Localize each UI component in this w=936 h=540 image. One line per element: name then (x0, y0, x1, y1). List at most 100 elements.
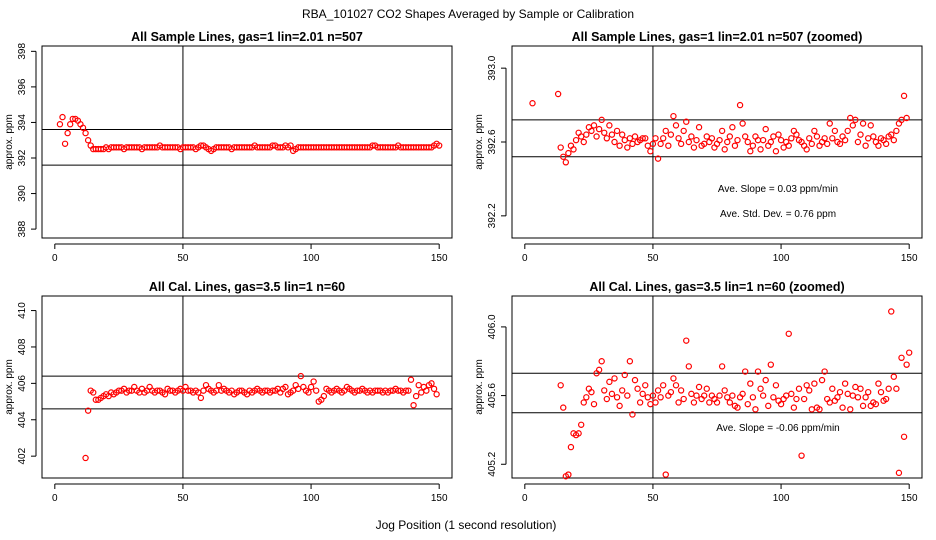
panel-2-y-tick-label: 410 (17, 302, 28, 319)
data-point (282, 383, 289, 391)
x-axis-label: Jog Position (1 second resolution) (376, 518, 557, 532)
panel-1-points (529, 90, 910, 166)
data-point (800, 395, 808, 403)
data-point (859, 402, 867, 410)
data-point (744, 400, 751, 408)
data-point (577, 421, 585, 428)
data-point (618, 131, 626, 138)
data-point (747, 148, 754, 155)
data-point (839, 404, 846, 411)
data-point (862, 394, 869, 401)
data-point (565, 149, 572, 157)
data-point (836, 140, 844, 148)
data-point (624, 144, 631, 151)
data-point (557, 382, 564, 389)
panel-0-plot-frame (41, 45, 453, 239)
data-point (857, 385, 864, 392)
data-point (772, 382, 780, 389)
data-point (215, 381, 223, 389)
panel-1-y-tick-label: 392.6 (487, 129, 498, 154)
panel-2-x-tick-label: 150 (431, 493, 448, 504)
data-point (675, 399, 682, 406)
data-point (852, 383, 859, 391)
data-point (875, 380, 882, 387)
data-point (752, 406, 759, 413)
data-point (603, 135, 611, 142)
data-point (320, 392, 328, 400)
data-point (654, 155, 662, 162)
panel-3-x-tick-label: 150 (901, 493, 918, 504)
data-point (734, 136, 741, 144)
data-point (706, 399, 713, 406)
data-point (898, 354, 905, 362)
panel-sample-lines: All Sample Lines, gas=1 lin=2.01 n=507 0 5… (4, 30, 453, 264)
data-point (690, 399, 698, 406)
data-point (634, 385, 641, 392)
data-point (601, 387, 608, 394)
data-point (836, 388, 844, 396)
data-point (895, 469, 903, 477)
data-point (672, 382, 680, 389)
data-point (777, 136, 785, 144)
data-point (726, 399, 734, 406)
data-point (560, 404, 567, 411)
data-point (780, 144, 787, 151)
data-point (877, 388, 885, 396)
data-point (685, 363, 693, 370)
data-point (759, 392, 767, 399)
data-point (670, 112, 677, 120)
data-point (890, 373, 898, 380)
data-point (598, 116, 605, 124)
data-point (811, 380, 818, 387)
panel-1-annotation-1: Ave. Std. Dev. = 0.76 ppm (720, 209, 836, 220)
data-point (803, 146, 810, 153)
panel-1-x-tick-label: 150 (901, 253, 918, 264)
data-point (716, 392, 723, 399)
data-point (785, 142, 792, 149)
data-point (667, 131, 675, 138)
data-point (721, 146, 728, 153)
data-point (888, 308, 895, 315)
panel-3-x-tick-label: 100 (773, 493, 790, 504)
data-point (829, 135, 836, 142)
panel-2-y-tick-label: 402 (17, 447, 28, 464)
data-point (644, 394, 652, 401)
data-point (423, 387, 430, 394)
panel-1-y-tick-label: 392.2 (487, 203, 498, 228)
panel-0-y-tick-label: 398 (17, 43, 28, 60)
data-point (731, 142, 739, 149)
data-point (665, 142, 672, 149)
data-point (767, 138, 775, 146)
data-point (407, 376, 415, 383)
data-point (415, 381, 422, 389)
data-point (685, 138, 693, 146)
data-point (652, 135, 659, 142)
data-point (888, 131, 895, 138)
data-point (410, 402, 417, 409)
data-point (718, 127, 726, 135)
data-point (854, 394, 862, 401)
data-point (816, 406, 823, 413)
panel-0-x-tick-label: 0 (52, 253, 58, 264)
data-point (557, 144, 564, 151)
data-point (724, 138, 731, 146)
data-point (672, 122, 680, 129)
data-point (595, 366, 603, 374)
data-point (821, 368, 828, 375)
data-point (590, 122, 598, 129)
data-point (854, 138, 862, 146)
data-point (690, 144, 698, 151)
panel-3-annotation-0: Ave. Slope = -0.06 ppm/min (716, 423, 840, 434)
data-point (61, 140, 69, 147)
data-point (652, 399, 659, 406)
data-point (734, 404, 741, 411)
panel-1-plot-frame (511, 45, 923, 239)
data-point (430, 385, 438, 393)
data-point (657, 394, 664, 401)
data-point (790, 404, 798, 411)
data-point (785, 330, 792, 337)
data-point (870, 133, 877, 140)
panel-0-y-tick-label: 388 (17, 220, 28, 237)
data-point (297, 372, 305, 380)
panel-cal-lines-zoomed: All Cal. Lines, gas=3.5 lin=1 n=60 (zoom… (474, 280, 923, 504)
